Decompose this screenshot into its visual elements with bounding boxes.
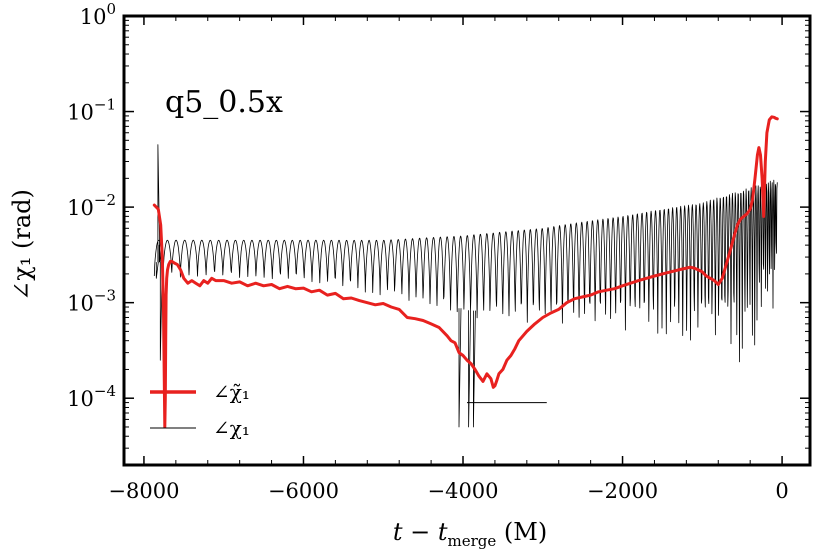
x-tick-label: −2000: [587, 479, 658, 503]
x-tick-label: −4000: [427, 479, 498, 503]
x-tick-label: 0: [775, 479, 788, 503]
x-axis-title: t − tmerge (M): [393, 518, 547, 550]
series-line-chi1-tilde: [152, 115, 779, 429]
x-axis-title-sub: merge: [448, 532, 497, 550]
y-tick-label: 100: [80, 0, 116, 29]
legend: ∠χ̃₁ ∠χ₁: [150, 380, 250, 440]
series-line-chi1: [153, 144, 778, 428]
legend-label-chi1-tilde: ∠χ̃₁: [213, 380, 250, 404]
y-axis-ticks: 100 10−1 10−2 10−3 10−4: [67, 0, 810, 466]
y-tick-label: 10−3: [67, 287, 116, 316]
legend-label-chi1: ∠χ₁: [213, 416, 250, 440]
x-axis-title-tm: t: [438, 518, 448, 546]
y-axis-title: ∠χ₁ (rad): [8, 189, 36, 301]
x-tick-label: −8000: [108, 479, 179, 503]
y-tick-label: 10−2: [67, 191, 116, 220]
x-axis-ticks: −8000 −6000 −4000 −2000 0: [108, 16, 789, 503]
run-label: q5_0.5x: [165, 85, 283, 120]
plot-frame: [122, 14, 812, 467]
x-axis-title-unit: (M): [496, 518, 547, 546]
x-axis-title-minus: −: [402, 518, 437, 546]
y-tick-label: 10−1: [67, 96, 116, 125]
x-tick-label: −6000: [268, 479, 339, 503]
x-axis-title-t: t: [393, 518, 403, 546]
y-tick-label: 10−4: [67, 382, 116, 411]
